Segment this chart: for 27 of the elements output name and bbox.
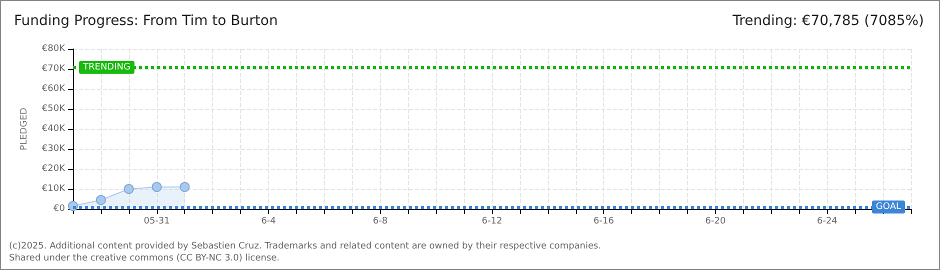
x-tick-label: 6-12	[482, 216, 502, 226]
y-tick-label: €50K	[42, 104, 66, 114]
point	[152, 182, 162, 192]
x-tick-label: 6-20	[705, 216, 726, 226]
x-tick-label: 6-8	[372, 216, 388, 226]
y-tick-label: €30K	[42, 144, 66, 154]
x-tick-label: 6-24	[816, 216, 838, 226]
text: (c)2025. Additional content provided by Sebastien Cruz. Trademarks and related content are owned by their respective companies.	[9, 242, 602, 252]
y-tick-label: €80K	[42, 44, 66, 54]
y-axis-title: PLEDGED	[20, 108, 30, 150]
y-tick-label: €20K	[42, 164, 66, 174]
point	[124, 184, 134, 194]
ref-line-label: GOAL	[876, 202, 901, 212]
text: Shared under the creative commons (CC BY-NC 3.0) license.	[9, 254, 280, 264]
x-tick-label: 6-16	[594, 216, 614, 226]
point	[96, 195, 106, 205]
chart-title: Funding Progress: From Tim to Burton	[14, 13, 278, 29]
y-tick-label: €70K	[42, 64, 66, 74]
y-tick-label: €10K	[42, 184, 66, 194]
y-tick-label: €60K	[42, 84, 66, 94]
y-tick-label: €40K	[42, 124, 66, 134]
chart-subtitle: Trending: €70,785 (7085%)	[732, 13, 924, 29]
y-tick-label: €0	[54, 204, 66, 214]
ref-line-label: TRENDING	[82, 62, 130, 72]
point	[180, 182, 190, 192]
x-tick-label: 6-4	[261, 216, 276, 226]
x-tick-label: 05-31	[144, 216, 170, 226]
